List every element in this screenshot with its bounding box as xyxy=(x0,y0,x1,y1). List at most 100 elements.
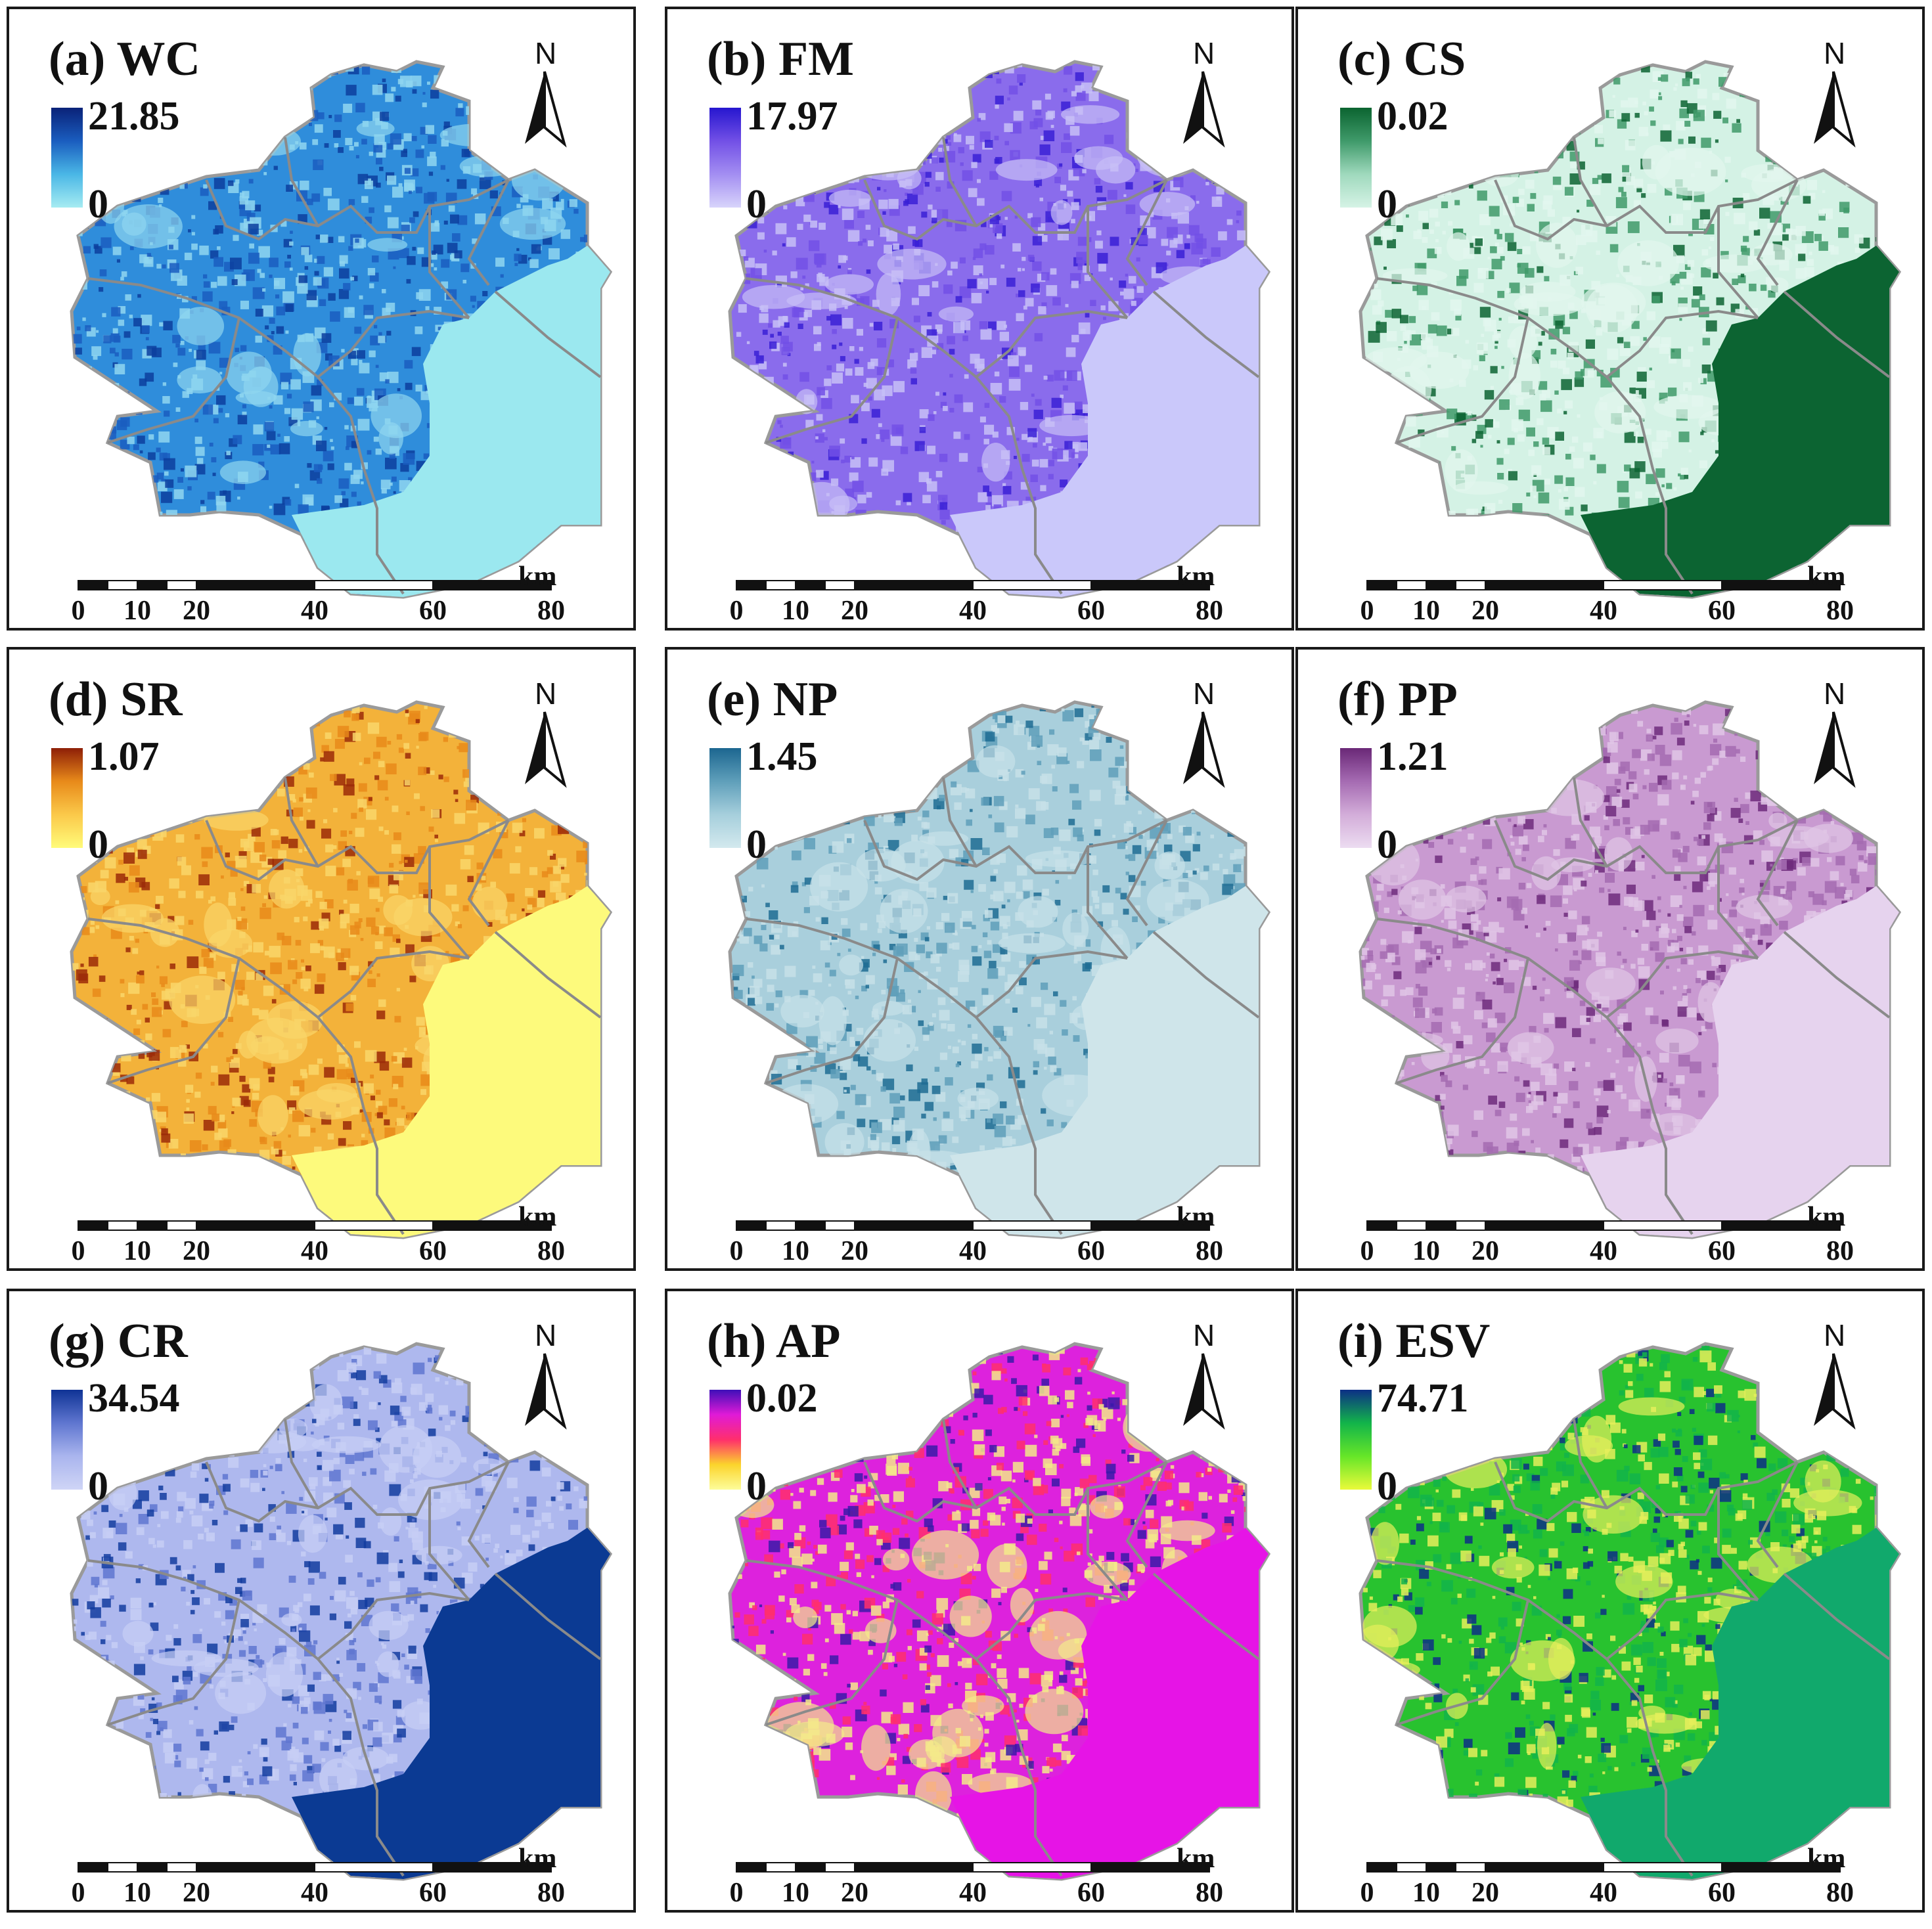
map-canvas xyxy=(709,60,1271,599)
district-border xyxy=(1717,847,1759,960)
district-border xyxy=(107,1599,240,1726)
scale-bar xyxy=(1366,580,1841,590)
panel-title: (e) NP xyxy=(707,673,838,726)
scale-unit: km xyxy=(518,1844,557,1874)
district-border xyxy=(746,1559,1128,1661)
scale-tick-label: 20 xyxy=(183,596,210,626)
district-border xyxy=(107,958,240,1084)
legend-max-value: 0.02 xyxy=(746,1376,818,1421)
raster-texture xyxy=(730,702,1269,1237)
north-arrow-icon xyxy=(1183,71,1225,148)
colorbar xyxy=(1340,108,1372,208)
north-arrow-icon xyxy=(1814,1353,1856,1430)
north-arrow-icon xyxy=(525,1353,567,1430)
scale-tick-label: 40 xyxy=(301,1236,328,1266)
district-border xyxy=(428,847,470,960)
scale-bar xyxy=(1366,1862,1841,1873)
scale-tick-label: 40 xyxy=(959,596,987,626)
map-canvas xyxy=(1340,700,1902,1239)
legend-min-value: 0 xyxy=(1377,822,1397,867)
district-border xyxy=(205,179,509,241)
scale-tick-label: 60 xyxy=(1077,1878,1105,1908)
legend-max-value: 74.71 xyxy=(1377,1376,1469,1421)
district-border xyxy=(205,819,509,881)
scale-tick-label: 10 xyxy=(124,1878,151,1908)
map-canvas xyxy=(709,1342,1271,1881)
colorbar xyxy=(51,748,83,848)
north-label: N xyxy=(1193,36,1215,70)
scale-tick-label: 0 xyxy=(71,596,85,626)
district-border xyxy=(942,1419,977,1509)
legend-min-value: 0 xyxy=(88,182,108,227)
map-canvas xyxy=(51,60,613,599)
district-border xyxy=(284,777,319,867)
legend-max-value: 1.07 xyxy=(88,734,160,779)
district-border xyxy=(428,206,470,319)
north-label: N xyxy=(1193,1318,1215,1352)
legend-max-value: 1.21 xyxy=(1377,734,1449,779)
legend-min-value: 0 xyxy=(1377,1464,1397,1509)
panel-title: (c) CS xyxy=(1337,32,1466,86)
district-border xyxy=(467,179,510,286)
scale-tick-label: 0 xyxy=(729,596,744,626)
north-label: N xyxy=(535,36,557,70)
scale-tick-label: 0 xyxy=(729,1878,744,1908)
scale-tick-label: 0 xyxy=(1360,596,1374,626)
scale-unit: km xyxy=(1177,1202,1215,1232)
district-border xyxy=(317,1658,405,1877)
scale-unit: km xyxy=(518,1202,557,1232)
scale-tick-label: 40 xyxy=(301,596,328,626)
district-border xyxy=(1717,206,1759,319)
district-border xyxy=(284,1419,319,1509)
legend-max-value: 17.97 xyxy=(746,94,838,139)
district-border xyxy=(863,179,1167,241)
district-border xyxy=(1376,918,1759,1019)
north-arrow-icon xyxy=(1183,711,1225,788)
map-canvas xyxy=(51,700,613,1239)
north-arrow-icon xyxy=(1183,1353,1225,1430)
legend-max-value: 34.54 xyxy=(88,1376,180,1421)
district-border xyxy=(1494,819,1798,881)
scale-tick-label: 40 xyxy=(1590,1236,1617,1266)
scale-tick-label: 80 xyxy=(1826,1878,1854,1908)
north-label: N xyxy=(535,1318,557,1352)
district-border xyxy=(975,1658,1063,1877)
scale-tick-label: 10 xyxy=(124,1236,151,1266)
scale-bar xyxy=(736,580,1210,590)
scale-tick-label: 20 xyxy=(183,1878,210,1908)
scale-tick-label: 40 xyxy=(1590,596,1617,626)
scale-tick-label: 20 xyxy=(841,1878,868,1908)
district-border xyxy=(1125,1461,1168,1568)
scale-tick-label: 60 xyxy=(1077,596,1105,626)
district-border xyxy=(1396,1599,1529,1726)
scale-tick-label: 10 xyxy=(782,1878,809,1908)
district-border xyxy=(863,1461,1167,1523)
scale-bar xyxy=(78,1862,552,1873)
colorbar xyxy=(709,748,741,848)
scale-bar xyxy=(78,1220,552,1231)
district-border xyxy=(1152,1572,1260,1660)
scale-tick-label: 10 xyxy=(124,596,151,626)
scale-tick-label: 0 xyxy=(71,1236,85,1266)
scale-tick-label: 60 xyxy=(1708,1878,1736,1908)
colorbar xyxy=(709,108,741,208)
district-border xyxy=(87,918,470,1019)
district-border xyxy=(1494,1461,1798,1523)
scale-tick-label: 10 xyxy=(1412,596,1440,626)
district-border xyxy=(765,317,899,444)
map-canvas xyxy=(1340,1342,1902,1881)
scale-tick-label: 40 xyxy=(959,1878,987,1908)
scale-tick-label: 40 xyxy=(1590,1878,1617,1908)
colorbar xyxy=(51,108,83,208)
district-border xyxy=(1573,777,1608,867)
scale-tick-label: 60 xyxy=(1708,596,1736,626)
district-border xyxy=(1756,1461,1799,1568)
map-canvas xyxy=(709,700,1271,1239)
colorbar xyxy=(51,1390,83,1490)
district-border xyxy=(1152,290,1260,378)
scale-tick-label: 60 xyxy=(1077,1236,1105,1266)
district-border xyxy=(1756,179,1799,286)
